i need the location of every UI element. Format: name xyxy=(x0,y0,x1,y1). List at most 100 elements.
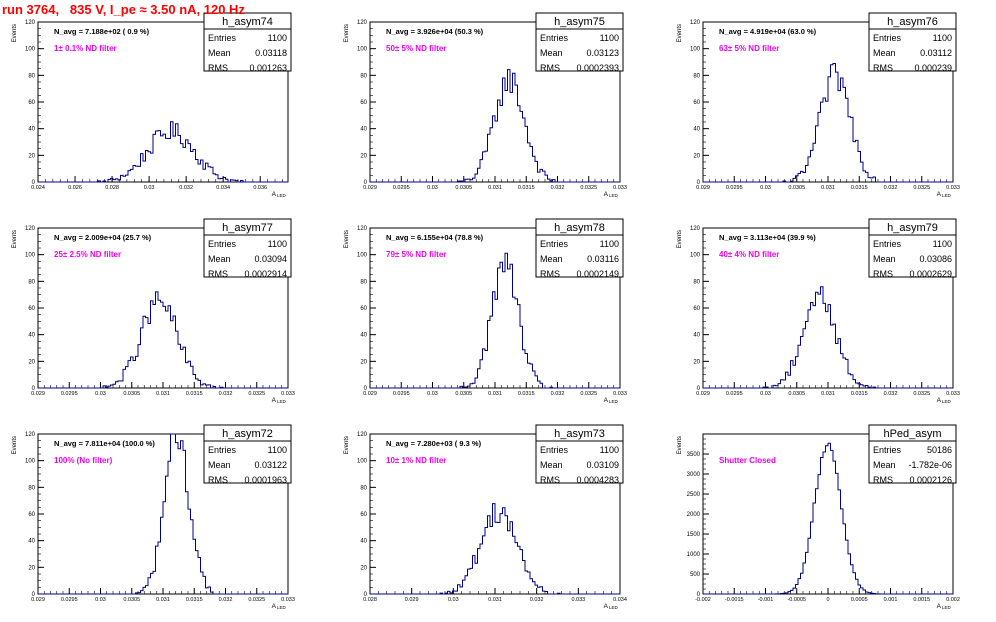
histogram-series xyxy=(370,252,620,389)
stats-key: Mean xyxy=(540,460,563,470)
stats-key: Entries xyxy=(208,239,237,249)
stats-box xyxy=(535,424,624,484)
y-tick-label: 20 xyxy=(28,153,35,159)
stats-key: RMS xyxy=(208,475,228,485)
x-tick-label: 0.0315 xyxy=(851,391,868,397)
stats-value: 0.03118 xyxy=(255,48,287,58)
x-tick-label: 0.033 xyxy=(571,597,585,603)
y-tick-label: 40 xyxy=(693,333,700,339)
y-tick-label: 80 xyxy=(360,485,367,491)
stats-title: h_asym75 xyxy=(554,16,605,28)
x-tick-label: 0.029 xyxy=(31,391,45,397)
x-tick-label: 0.032 xyxy=(551,391,565,397)
x-tick-label: 0.0325 xyxy=(248,597,265,603)
histogram-panel-h_asym75: 0 20 40 60 80 100 120 0.029 0.0295 0.03 0.0305 0.03… xyxy=(344,12,627,198)
y-tick-label: 40 xyxy=(28,333,35,339)
y-tick-label: 1000 xyxy=(687,552,701,558)
x-axis-label-subscript: LED xyxy=(609,399,619,404)
y-tick-label: 20 xyxy=(360,153,367,159)
navg-label: N_avg = 3.926e+04 (50.3 %) xyxy=(386,27,484,36)
y-tick-label: 40 xyxy=(360,333,367,339)
y-axis-label: Events xyxy=(344,230,350,248)
stats-key: RMS xyxy=(208,63,228,73)
stats-box xyxy=(868,218,957,278)
y-tick-label: 20 xyxy=(28,565,35,571)
x-tick-label: 0.0295 xyxy=(61,597,78,603)
x-tick-label: 0.002 xyxy=(946,597,960,603)
histogram-series xyxy=(703,62,953,183)
x-tick-label: -0.002 xyxy=(695,597,711,603)
x-axis-label: A xyxy=(937,397,942,404)
x-axis-label-subscript: LED xyxy=(277,399,287,404)
stats-box xyxy=(203,424,292,484)
x-tick-label: 0.03 xyxy=(427,391,438,397)
x-tick-label: 0.0305 xyxy=(788,391,805,397)
filter-label: Shutter Closed xyxy=(719,456,776,465)
y-tick-label: 100 xyxy=(25,47,36,53)
y-tick-label: 2000 xyxy=(687,512,701,518)
stats-key: RMS xyxy=(873,475,893,485)
y-tick-label: 20 xyxy=(360,359,367,365)
stats-key: RMS xyxy=(540,269,560,279)
stats-value: 1100 xyxy=(600,239,619,249)
x-axis-label-subscript: LED xyxy=(942,605,952,610)
stats-value: 1100 xyxy=(600,445,619,455)
y-tick-label: 3500 xyxy=(687,452,701,458)
stats-key: Entries xyxy=(540,33,569,43)
filter-label: 50± 5% ND filter xyxy=(386,44,446,53)
y-tick-label: 20 xyxy=(693,359,700,365)
x-tick-label: 0.032 xyxy=(884,391,898,397)
x-tick-label: 0.03 xyxy=(427,185,438,191)
x-tick-label: 0.0315 xyxy=(851,185,868,191)
stats-key: Entries xyxy=(208,33,237,43)
stats-box xyxy=(203,218,292,278)
stats-box xyxy=(535,12,624,72)
x-tick-label: 0.0295 xyxy=(61,391,78,397)
stats-value: 0.03123 xyxy=(586,48,619,58)
y-tick-label: 500 xyxy=(690,572,701,578)
y-tick-label: 60 xyxy=(28,306,35,312)
x-axis-label: A xyxy=(604,397,609,404)
y-tick-label: 120 xyxy=(690,226,701,232)
stats-key: Mean xyxy=(873,460,896,470)
y-tick-label: 120 xyxy=(25,20,36,26)
x-tick-label: 0.0315 xyxy=(518,185,535,191)
stats-title: h_asym79 xyxy=(887,222,938,234)
stats-value: 1100 xyxy=(933,239,952,249)
y-tick-label: 120 xyxy=(690,20,701,26)
y-axis-label: Events xyxy=(12,24,18,42)
y-tick-label: 100 xyxy=(25,253,36,259)
stats-value: 1100 xyxy=(268,239,287,249)
y-tick-label: 40 xyxy=(28,127,35,133)
stats-title: h_asym72 xyxy=(222,428,273,440)
filter-label: 79± 5% ND filter xyxy=(386,250,446,259)
stats-value: 0.001263 xyxy=(249,63,287,73)
y-tick-label: 100 xyxy=(690,47,701,53)
histogram-series xyxy=(38,121,288,183)
stats-key: Entries xyxy=(540,239,569,249)
stats-key: Entries xyxy=(873,445,902,455)
y-tick-label: 0 xyxy=(364,386,368,392)
x-tick-label: 0.0325 xyxy=(580,391,597,397)
x-tick-label: 0.031 xyxy=(488,185,502,191)
x-tick-label: 0.034 xyxy=(613,597,627,603)
y-tick-label: 120 xyxy=(357,432,368,438)
histogram-panel-h_asym77: 0 20 40 60 80 100 120 0.029 0.0295 0.03 0.0305 0.03… xyxy=(12,218,295,404)
y-tick-label: 40 xyxy=(693,127,700,133)
histogram-panel-h_asym76: 0 20 40 60 80 100 120 0.029 0.0295 0.03 0.0305 0.03… xyxy=(677,12,960,198)
x-tick-label: 0.0325 xyxy=(580,185,597,191)
y-tick-label: 60 xyxy=(28,100,35,106)
y-tick-label: 0 xyxy=(364,180,368,186)
stats-value: 0.03094 xyxy=(254,254,287,264)
stats-key: RMS xyxy=(540,475,560,485)
x-tick-label: 0.031 xyxy=(488,391,502,397)
stats-value: 0.0002914 xyxy=(244,269,287,279)
stats-title: hPed_asym xyxy=(883,428,941,440)
x-tick-label: 0.001 xyxy=(884,597,898,603)
y-tick-label: 60 xyxy=(360,100,367,106)
x-tick-label: 0.033 xyxy=(281,597,295,603)
navg-label: N_avg = 4.919e+04 (63.0 %) xyxy=(719,27,817,36)
x-tick-label: 0.031 xyxy=(821,185,835,191)
stats-value: 0.0001963 xyxy=(244,475,287,485)
x-tick-label: 0.03 xyxy=(448,597,459,603)
